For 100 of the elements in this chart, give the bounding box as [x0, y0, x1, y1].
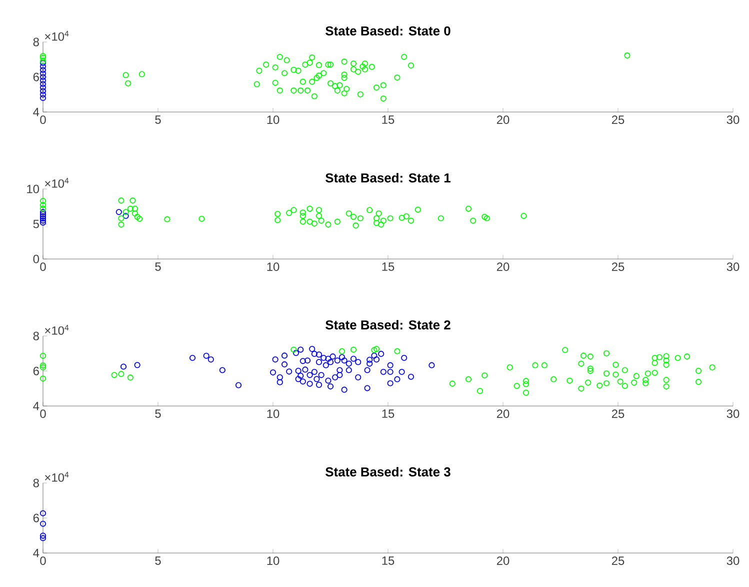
point [40, 217, 46, 224]
point [334, 218, 340, 225]
point [373, 215, 380, 222]
x-tick-label: 30 [726, 410, 740, 418]
point [380, 95, 386, 102]
point [360, 63, 366, 70]
point [281, 70, 288, 76]
point [373, 220, 380, 226]
point [394, 74, 400, 81]
point [316, 72, 322, 79]
point [40, 198, 46, 204]
text: ×10$^{4}$ [45, 324, 69, 335]
x-tick-label: 10 [267, 410, 280, 418]
point [298, 87, 304, 94]
point [316, 62, 322, 68]
point [408, 218, 414, 224]
point [286, 210, 292, 216]
point [40, 532, 46, 539]
point [309, 54, 316, 60]
point [136, 216, 143, 222]
point [40, 84, 46, 91]
x-tick-label: 20 [496, 410, 510, 418]
point [320, 70, 327, 76]
point [380, 82, 386, 88]
point [309, 78, 316, 85]
point [134, 214, 140, 220]
point [256, 68, 262, 74]
point [290, 66, 297, 73]
point [314, 74, 320, 81]
point [118, 221, 124, 228]
text: ×10$^{4}$ [45, 30, 69, 41]
y-tick-label: 5 [33, 220, 39, 228]
point [318, 218, 324, 224]
x-tick-label: 10 [267, 116, 280, 124]
point [40, 66, 46, 74]
point [125, 80, 132, 86]
chart-title: State Based: State 0 [326, 26, 450, 36]
point [414, 206, 421, 213]
text: ×10$^{4}$ [45, 178, 69, 188]
point [438, 215, 444, 222]
point [387, 215, 394, 222]
point [40, 220, 46, 226]
point [311, 93, 318, 100]
point [311, 220, 318, 227]
chart-title: State Based: State 2 [326, 320, 450, 330]
point [40, 215, 46, 222]
point [300, 212, 306, 219]
x-tick-label: 10 [267, 556, 280, 565]
point [40, 211, 46, 218]
point [380, 218, 386, 224]
point [132, 210, 138, 216]
point [624, 52, 630, 59]
point [164, 216, 170, 222]
point [198, 216, 205, 222]
point [130, 197, 136, 204]
point [355, 68, 362, 75]
point [366, 207, 373, 214]
y-tick-label: 6 [33, 72, 39, 82]
point [122, 72, 129, 78]
x-tick-label: 0 [40, 410, 46, 418]
point [378, 221, 384, 228]
point [350, 214, 357, 220]
point [300, 209, 306, 216]
point [254, 81, 260, 88]
point [40, 77, 46, 84]
point [40, 206, 46, 212]
y-tick-label: 0 [33, 254, 40, 264]
point [40, 520, 46, 527]
x-tick-label: 5 [155, 556, 161, 565]
point [40, 70, 46, 77]
point [373, 84, 380, 91]
point [40, 94, 46, 102]
x-tick-label: 25 [612, 262, 624, 271]
point [300, 218, 306, 225]
point [276, 87, 283, 94]
y-tick-label: 8 [33, 478, 39, 488]
y-tick-label: 6 [33, 366, 39, 376]
point [132, 206, 138, 212]
point [325, 221, 332, 228]
point [336, 82, 343, 88]
point [272, 64, 278, 70]
point [40, 91, 46, 98]
point [306, 60, 313, 66]
point [341, 90, 348, 96]
point [352, 222, 359, 229]
x-tick-label: 25 [612, 410, 624, 418]
x-tick-label: 25 [612, 556, 624, 565]
point [334, 87, 340, 94]
point [341, 74, 348, 81]
point [470, 218, 476, 224]
x-tick-label: 5 [155, 262, 161, 271]
point [362, 66, 368, 72]
point [482, 214, 488, 220]
point [122, 208, 129, 216]
point [304, 87, 311, 94]
point [401, 54, 408, 60]
x-tick-label: 15 [382, 116, 394, 124]
x-tick-label: 30 [726, 116, 740, 124]
chart-title: State Based: State 3 [326, 466, 450, 476]
point [118, 197, 124, 204]
